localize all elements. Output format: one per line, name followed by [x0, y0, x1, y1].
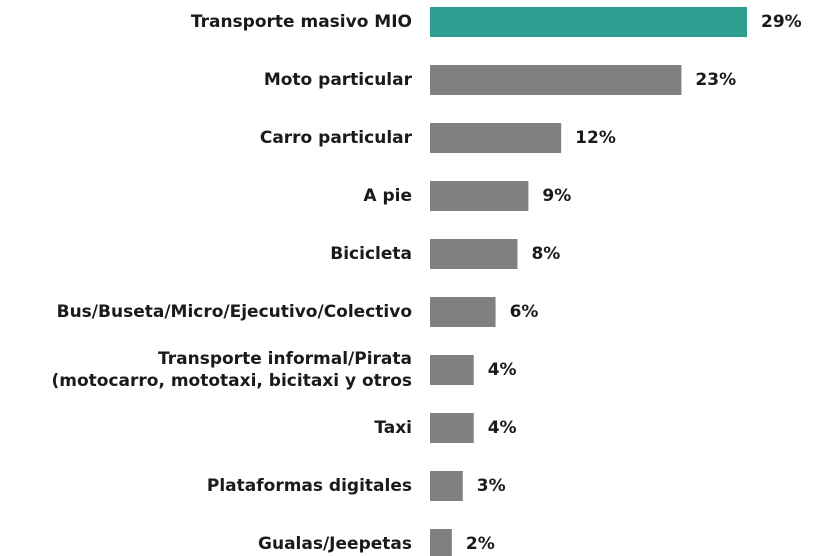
value-label: 9% — [542, 186, 571, 206]
value-label: 29% — [761, 12, 802, 32]
value-label: 12% — [575, 128, 616, 148]
value-label: 4% — [488, 360, 517, 380]
bar — [430, 181, 529, 211]
category-label: Transporte masivo MIO — [191, 12, 412, 32]
bar — [430, 529, 452, 556]
bar — [430, 239, 518, 269]
value-label: 3% — [477, 476, 506, 496]
category-label: Transporte informal/Pirata (motocarro, mo… — [51, 349, 412, 391]
bar — [430, 471, 463, 501]
bar — [430, 297, 496, 327]
bar — [430, 65, 682, 95]
category-label: Taxi — [374, 418, 412, 438]
value-label: 8% — [531, 244, 560, 264]
category-label: Gualas/Jeepetas — [258, 534, 412, 554]
category-label: Moto particular — [264, 70, 413, 90]
category-label: A pie — [363, 186, 412, 206]
value-label: 4% — [488, 418, 517, 438]
bar — [430, 355, 474, 385]
value-label: 6% — [510, 302, 539, 322]
category-label: Plataformas digitales — [207, 476, 412, 496]
bar — [430, 7, 747, 37]
value-label: 2% — [466, 534, 495, 554]
value-label: 23% — [695, 70, 736, 90]
bar — [430, 123, 562, 153]
bar — [430, 413, 474, 443]
category-label: Bicicleta — [330, 244, 412, 264]
category-label: Carro particular — [260, 128, 413, 148]
category-label: Bus/Buseta/Micro/Ejecutivo/Colectivo — [57, 302, 412, 322]
